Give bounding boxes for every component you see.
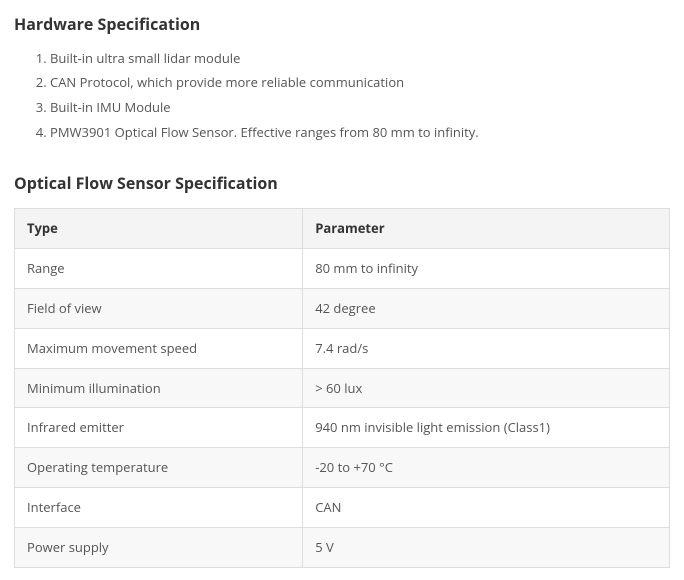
table-header-type: Type: [15, 209, 303, 249]
hardware-spec-heading: Hardware Specification: [14, 12, 670, 38]
list-item: CAN Protocol, which provide more reliabl…: [50, 72, 670, 93]
table-row: Maximum movement speed 7.4 rad/s: [15, 328, 670, 368]
cell-parameter: 940 nm invisible light emission (Class1): [303, 408, 670, 448]
table-header-parameter: Parameter: [303, 209, 670, 249]
cell-parameter: 5 V: [303, 527, 670, 567]
cell-type: Range: [15, 249, 303, 289]
optical-flow-spec-table: Type Parameter Range 80 mm to infinity F…: [14, 208, 670, 567]
optical-flow-spec-heading: Optical Flow Sensor Specification: [14, 171, 670, 197]
cell-type: Infrared emitter: [15, 408, 303, 448]
table-row: Range 80 mm to infinity: [15, 249, 670, 289]
table-row: Minimum illumination > 60 lux: [15, 368, 670, 408]
cell-type: Power supply: [15, 527, 303, 567]
cell-parameter: 80 mm to infinity: [303, 249, 670, 289]
cell-parameter: 7.4 rad/s: [303, 328, 670, 368]
table-row: Power supply 5 V: [15, 527, 670, 567]
table-row: Operating temperature -20 to +70 °C: [15, 448, 670, 488]
cell-parameter: CAN: [303, 487, 670, 527]
cell-type: Field of view: [15, 288, 303, 328]
table-row: Interface CAN: [15, 487, 670, 527]
cell-parameter: > 60 lux: [303, 368, 670, 408]
cell-type: Operating temperature: [15, 448, 303, 488]
table-row: Field of view 42 degree: [15, 288, 670, 328]
cell-type: Interface: [15, 487, 303, 527]
table-row: Infrared emitter 940 nm invisible light …: [15, 408, 670, 448]
list-item: PMW3901 Optical Flow Sensor. Effective r…: [50, 122, 670, 143]
list-item: Built-in ultra small lidar module: [50, 48, 670, 69]
cell-type: Minimum illumination: [15, 368, 303, 408]
cell-parameter: 42 degree: [303, 288, 670, 328]
list-item: Built-in IMU Module: [50, 97, 670, 118]
table-header-row: Type Parameter: [15, 209, 670, 249]
hardware-spec-list: Built-in ultra small lidar module CAN Pr…: [14, 48, 670, 143]
cell-type: Maximum movement speed: [15, 328, 303, 368]
cell-parameter: -20 to +70 °C: [303, 448, 670, 488]
